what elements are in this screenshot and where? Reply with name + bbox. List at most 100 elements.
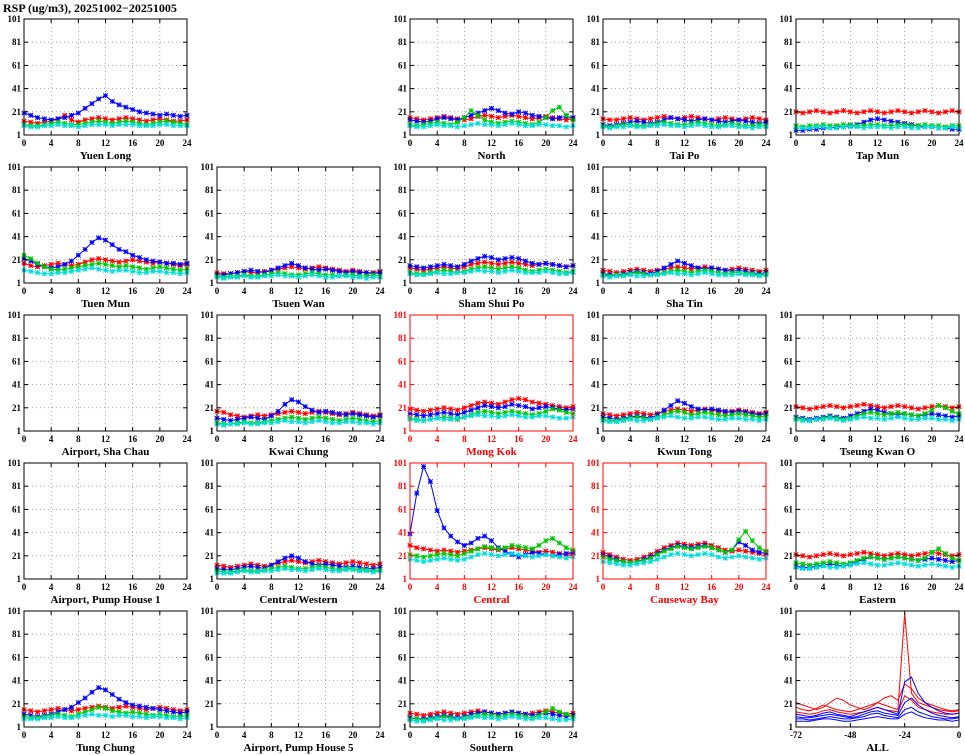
y-tick-label: 1 — [596, 130, 601, 140]
chart-grid: 0 4 8 12 16 20 24 1 21 41 61 81 101 Yuen Long 0 4 8 12 16 2… — [0, 14, 965, 754]
y-tick-label: 21 — [784, 107, 794, 117]
x-tick-label: 8 — [655, 138, 660, 148]
x-tick-label: 20 — [155, 286, 165, 296]
y-tick-label: 81 — [205, 481, 215, 491]
y-tick-label: 41 — [398, 84, 408, 94]
chart-cell-tseung-kwan-o: 0 4 8 12 16 20 24 1 21 41 61 81 101 Tseung Kwan O — [772, 310, 965, 458]
chart-cell-kwun-tong: 0 4 8 12 16 20 24 1 21 41 61 81 101 Kwun Tong — [579, 310, 772, 458]
x-tick-label: 20 — [541, 286, 551, 296]
x-tick-label: 24 — [955, 582, 965, 592]
y-tick-label: 101 — [587, 310, 601, 320]
x-tick-label: 24 — [183, 730, 193, 740]
x-tick-label: 8 — [462, 730, 467, 740]
y-tick-label: 41 — [12, 676, 22, 686]
x-tick-label: 4 — [821, 138, 826, 148]
x-tick-label: 20 — [155, 434, 165, 444]
y-tick-label: 1 — [789, 722, 794, 732]
chart-tai_po-plot: 0 4 8 12 16 20 24 1 21 41 61 81 101 Tai Po — [587, 14, 772, 162]
y-tick-label: 81 — [12, 333, 22, 343]
x-tick-label: 16 — [900, 434, 910, 444]
x-tick-label: 4 — [242, 286, 247, 296]
chart-sha_tin-plot: 0 4 8 12 16 20 24 1 21 41 61 81 101 Sha Tin — [587, 162, 772, 310]
y-tick-label: 81 — [398, 37, 408, 47]
x-tick-label: 20 — [927, 582, 937, 592]
x-tick-label: 0 — [215, 286, 220, 296]
chart-cell-airport-pump-house-5: 0 4 8 12 16 20 24 1 21 41 61 81 101 Airport, Pump Hou… — [193, 606, 386, 754]
x-tick-label: 20 — [155, 730, 165, 740]
y-tick-label: 81 — [784, 333, 794, 343]
x-tick-label: 16 — [128, 434, 138, 444]
y-tick-label: 101 — [8, 606, 22, 616]
x-tick-label: 0 — [215, 730, 220, 740]
x-tick-label: 20 — [734, 138, 744, 148]
y-tick-label: 21 — [205, 699, 215, 709]
y-tick-label: 61 — [398, 208, 408, 218]
y-tick-label: 21 — [205, 255, 215, 265]
y-tick-label: 101 — [201, 606, 215, 616]
y-tick-label: 101 — [394, 14, 408, 24]
x-tick-label: 16 — [514, 730, 524, 740]
x-tick-label: 20 — [541, 434, 551, 444]
x-tick-label: 4 — [435, 434, 440, 444]
y-tick-label: 101 — [780, 606, 794, 616]
x-tick-label: 4 — [821, 582, 826, 592]
y-tick-label: 1 — [210, 574, 215, 584]
x-tick-label: 16 — [900, 582, 910, 592]
y-tick-label: 1 — [403, 574, 408, 584]
y-tick-label: 61 — [784, 652, 794, 662]
x-tick-label: 8 — [269, 286, 274, 296]
x-tick-label: 20 — [541, 582, 551, 592]
chart-cell-tai-po: 0 4 8 12 16 20 24 1 21 41 61 81 101 Tai Po — [579, 14, 772, 162]
chart-airport_pump_house_5-plot: 0 4 8 12 16 20 24 1 21 41 61 81 101 Airport, Pump Hou… — [201, 606, 386, 754]
chart-airport_pump_house_1-plot: 0 4 8 12 16 20 24 1 21 41 61 81 101 Airport, Pump Hou… — [8, 458, 193, 606]
chart-cell-mong-kok: 0 4 8 12 16 20 24 1 21 41 61 81 101 Mong Kok — [386, 310, 579, 458]
x-tick-label: 8 — [848, 582, 853, 592]
x-tick-label: 24 — [762, 138, 772, 148]
y-tick-label: 101 — [394, 162, 408, 172]
y-tick-label: 1 — [403, 130, 408, 140]
x-tick-label: 4 — [49, 138, 54, 148]
y-tick-label: 61 — [205, 504, 215, 514]
y-tick-label: 61 — [12, 60, 22, 70]
y-tick-label: 101 — [8, 162, 22, 172]
y-tick-label: 61 — [205, 356, 215, 366]
x-tick-label: 0 — [408, 730, 413, 740]
chart-cell-tap-mun: 0 4 8 12 16 20 24 1 21 41 61 81 101 Tap Mun — [772, 14, 965, 162]
y-tick-label: 101 — [780, 458, 794, 468]
chart-cell-tsuen-wan: 0 4 8 12 16 20 24 1 21 41 61 81 101 Tsuen Wan — [193, 162, 386, 310]
x-tick-label: 8 — [269, 434, 274, 444]
y-tick-label: 61 — [398, 504, 408, 514]
x-tick-label: 24 — [376, 582, 386, 592]
x-tick-label: 16 — [514, 582, 524, 592]
chart-title: Sham Shui Po — [458, 298, 525, 310]
y-tick-label: 101 — [8, 458, 22, 468]
x-tick-label: 0 — [601, 138, 606, 148]
x-tick-label: 12 — [680, 582, 690, 592]
x-tick-label: 16 — [900, 138, 910, 148]
x-tick-label: 0 — [601, 286, 606, 296]
x-tick-label: 24 — [183, 138, 193, 148]
x-tick-label: 12 — [101, 730, 111, 740]
y-tick-label: 21 — [398, 403, 408, 413]
x-tick-label: 8 — [269, 730, 274, 740]
y-tick-label: 81 — [12, 185, 22, 195]
y-tick-label: 61 — [12, 504, 22, 514]
y-tick-label: 101 — [587, 162, 601, 172]
y-tick-label: 61 — [591, 208, 601, 218]
x-tick-label: 20 — [155, 582, 165, 592]
y-tick-label: 101 — [201, 310, 215, 320]
empty-cell — [772, 162, 965, 310]
x-tick-label: 0 — [215, 582, 220, 592]
x-tick-label: 0 — [22, 138, 27, 148]
y-tick-label: 21 — [784, 699, 794, 709]
x-tick-label: 0 — [408, 138, 413, 148]
x-tick-label: 4 — [49, 730, 54, 740]
x-tick-label: 16 — [321, 286, 331, 296]
y-tick-label: 1 — [17, 130, 22, 140]
y-tick-label: 1 — [789, 574, 794, 584]
chart-cell-causeway-bay: 0 4 8 12 16 20 24 1 21 41 61 81 101 Causeway Bay — [579, 458, 772, 606]
x-tick-label: 20 — [348, 434, 358, 444]
x-tick-label: 8 — [269, 582, 274, 592]
y-tick-label: 21 — [784, 551, 794, 561]
x-tick-label: 16 — [707, 582, 717, 592]
